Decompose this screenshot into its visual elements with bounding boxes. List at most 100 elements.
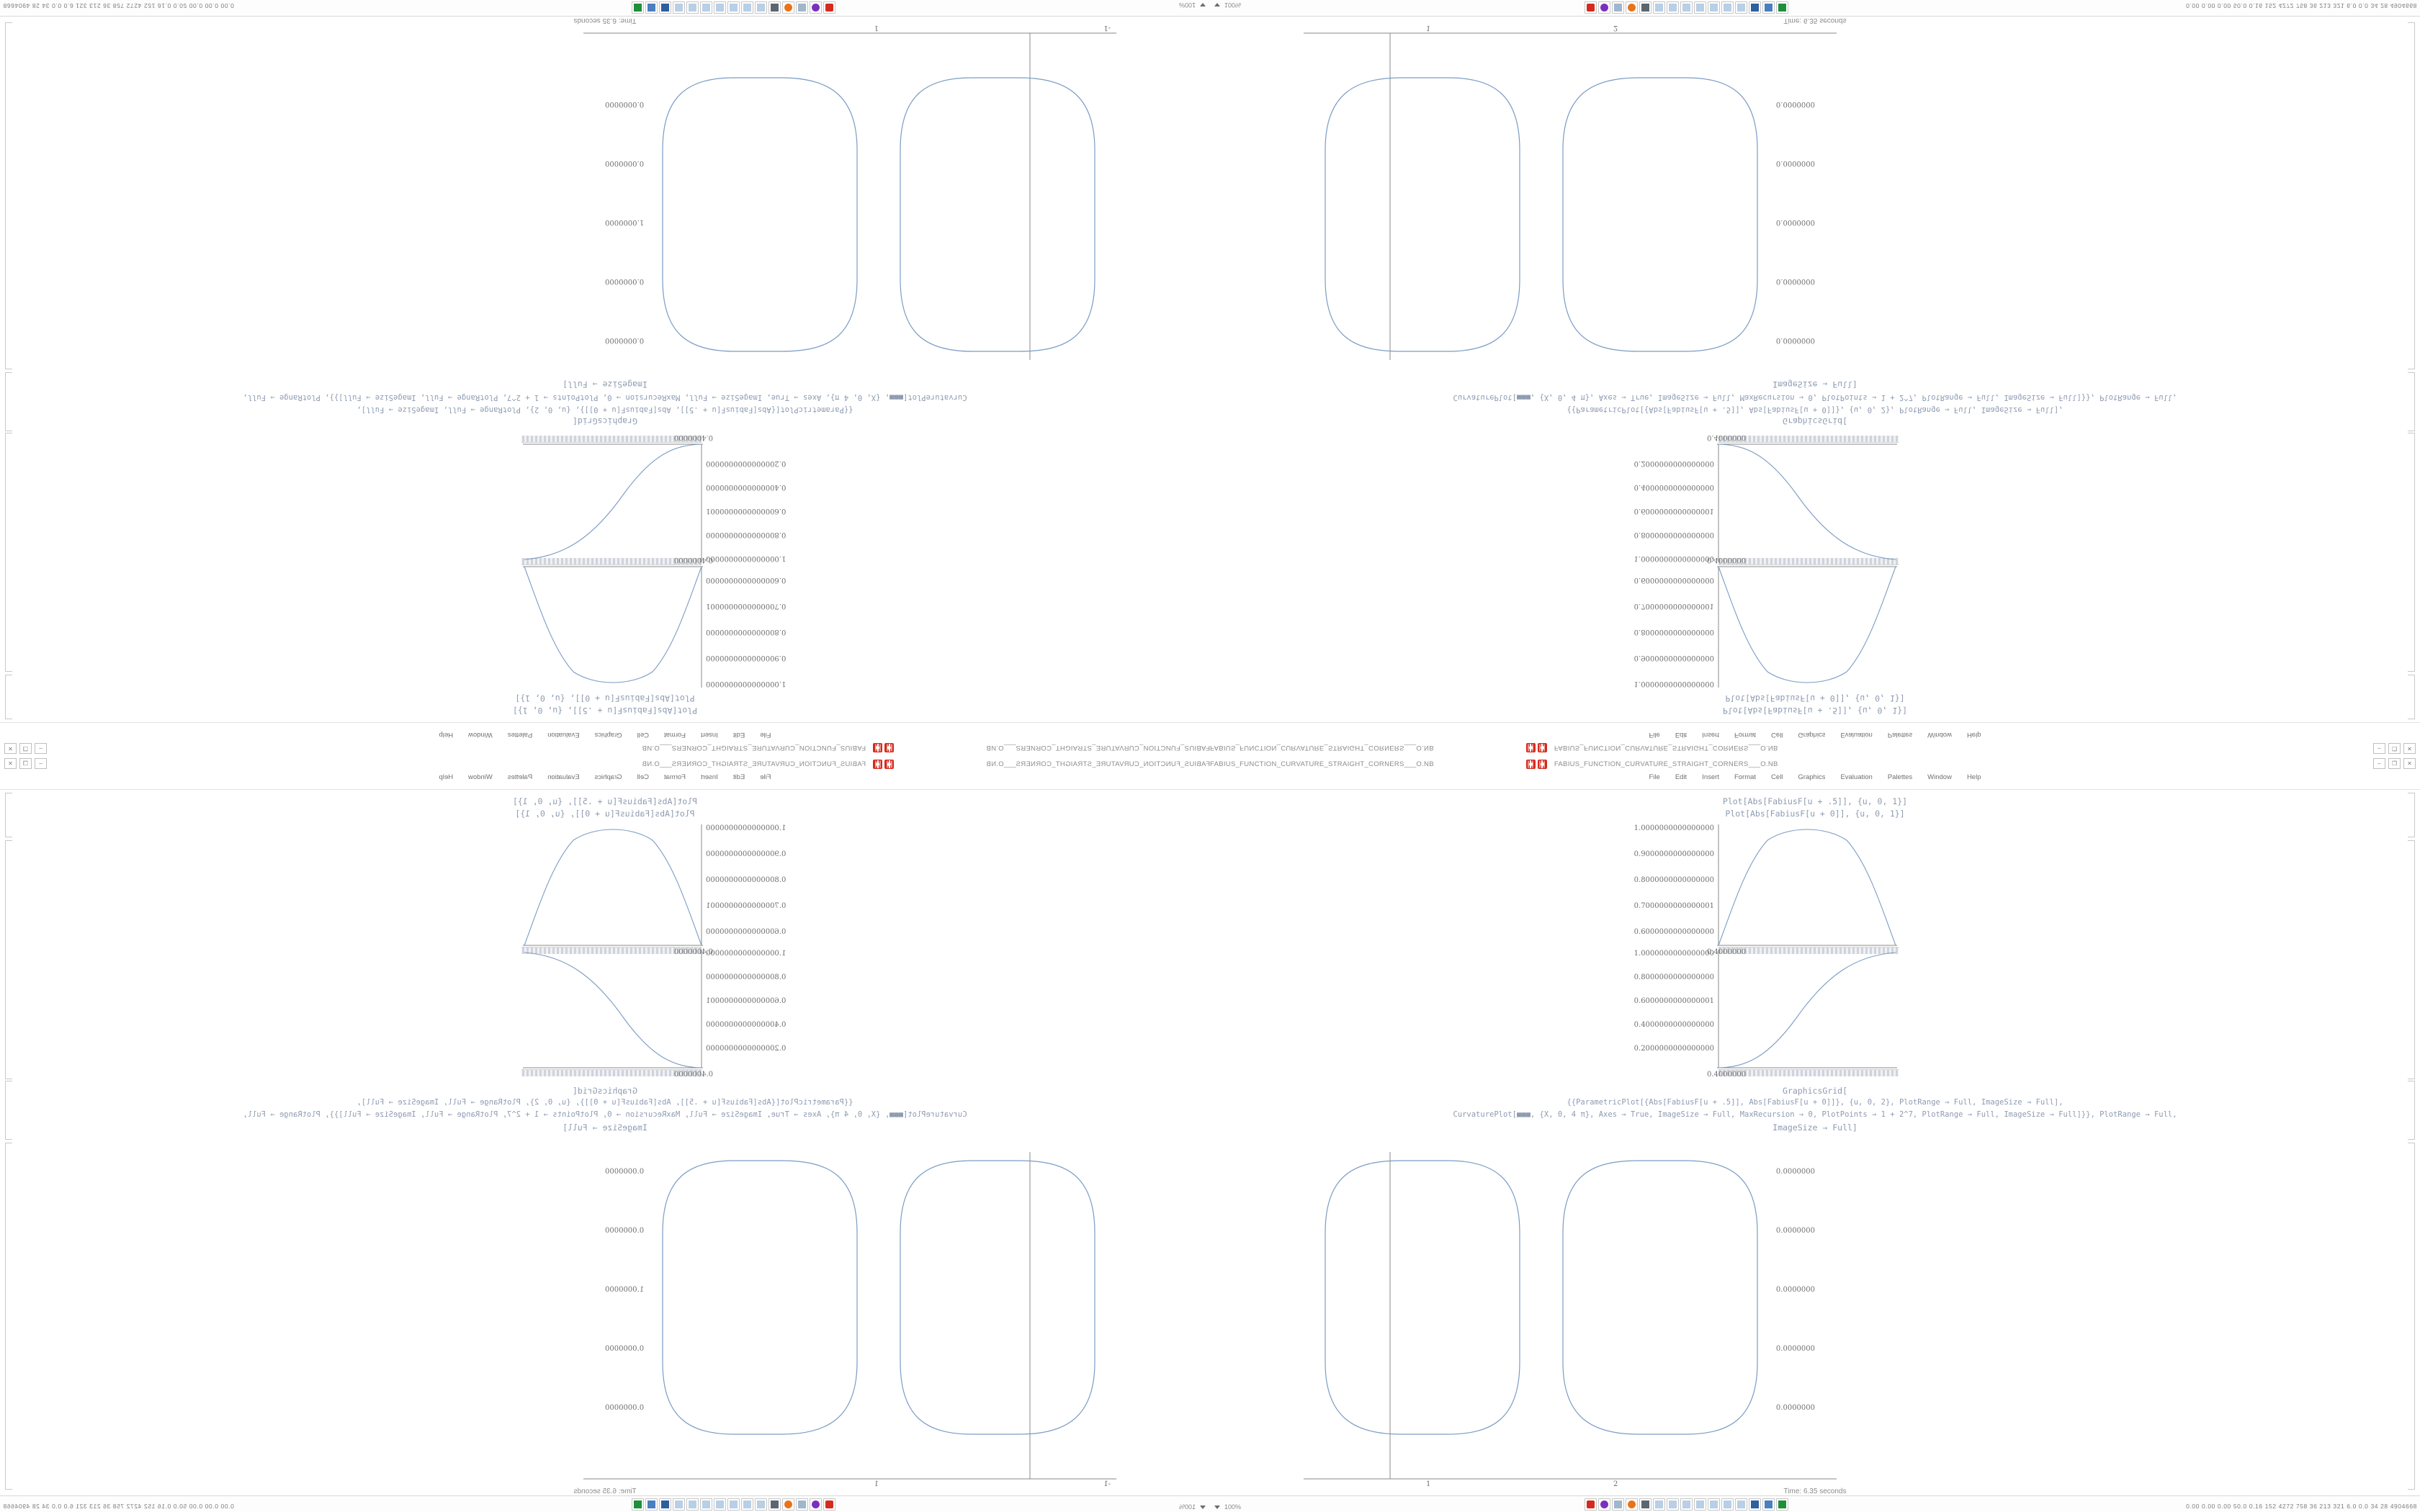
minimize-button[interactable]: – — [2373, 743, 2385, 754]
taskbar-item-firefox[interactable] — [782, 1498, 794, 1511]
chevron-down-icon[interactable] — [1214, 3, 1220, 7]
menu-insert[interactable]: Insert — [701, 773, 718, 781]
taskbar-item-print[interactable] — [1762, 1, 1775, 14]
menu-evaluation[interactable]: Evaluation — [1840, 773, 1873, 781]
menu-graphics[interactable]: Graphics — [1798, 731, 1826, 739]
taskbar-br[interactable]: 100% — [1210, 1495, 2420, 1512]
taskbar-items[interactable] — [632, 1498, 835, 1511]
menu-window[interactable]: Window — [1927, 731, 1952, 739]
titlebar-tl[interactable]: FABIUS_FUNCTION_CURVATURE_STRAIGHT_CORNE… — [0, 740, 1210, 756]
taskbar-item-firefox[interactable] — [782, 1, 794, 14]
system-tray[interactable]: 0.00 0.00 0.00 50.0 0.16 152 4272 758 36… — [2186, 2, 2417, 9]
plot-fabius-half[interactable]: 1.0000000000000000 0.9000000000000000 0.… — [497, 824, 786, 956]
plot-fabius-half[interactable]: 1.0000000000000000 0.9000000000000000 0.… — [1634, 556, 1923, 688]
taskbar-item-notebook-5[interactable] — [700, 1498, 712, 1511]
code-cell-plot-zero[interactable]: Plot[Abs[FabiusF[u + 0]], {u, 0, 1}] — [515, 693, 695, 703]
taskbar-item-firefox[interactable] — [1626, 1498, 1638, 1511]
chevron-down-icon[interactable] — [1214, 1505, 1220, 1509]
plot-fabius-half[interactable]: 1.0000000000000000 0.9000000000000000 0.… — [1634, 824, 1923, 956]
chevron-down-icon[interactable] — [1200, 1505, 1206, 1509]
menu-cell[interactable]: Cell — [637, 773, 649, 781]
curvature-plot-squircle[interactable]: 0.0000000 0.0000000 0.0000000 0.0000000 … — [1304, 24, 1837, 366]
mathematica-window-bl[interactable]: FABIUS_FUNCTION_CURVATURE_STRAIGHT_CORNE… — [0, 756, 1210, 1512]
zoom-control[interactable]: 100% — [1214, 1503, 1241, 1511]
menu-format[interactable]: Format — [1734, 773, 1757, 781]
mathematica-window-br[interactable]: FABIUS_FUNCTION_CURVATURE_STRAIGHT_CORNE… — [1210, 756, 2420, 1512]
cell-bracket[interactable] — [5, 840, 12, 1079]
close-button[interactable]: ✕ — [4, 743, 17, 754]
taskbar-item-print[interactable] — [645, 1, 658, 14]
taskbar-items[interactable] — [1585, 1, 1788, 14]
cell-bracket[interactable] — [5, 793, 12, 837]
code-graphicsgrid-l1[interactable]: {{ParametricPlot[{Abs[FabiusF[u + .5]], … — [357, 405, 853, 414]
taskbar-item-notebook-5[interactable] — [700, 1, 712, 14]
code-graphicsgrid-l0[interactable]: GraphicsGrid[ — [573, 1086, 638, 1096]
taskbar-item-notebook-2[interactable] — [1667, 1498, 1679, 1511]
taskbar-item-mathematica[interactable] — [823, 1498, 835, 1511]
code-graphicsgrid-l2[interactable]: CurvaturePlot[■■■, {X, 0, 4 π}, Axes → T… — [243, 393, 967, 402]
plot-fabius-zero[interactable]: 1.0000000000000000 0.8000000000000000 0.… — [497, 950, 786, 1079]
code-cell-plot-half[interactable]: Plot[Abs[FabiusF[u + .5]], {u, 0, 1}] — [512, 706, 698, 716]
taskbar-item-notebook-2[interactable] — [741, 1, 753, 14]
cell-bracket[interactable] — [5, 1081, 12, 1140]
taskbar-items[interactable] — [1585, 1498, 1788, 1511]
restore-button[interactable]: ❐ — [2388, 743, 2401, 754]
taskbar-item-terminal[interactable] — [1639, 1498, 1652, 1511]
taskbar-item-mathematica[interactable] — [823, 1, 835, 14]
menu-edit[interactable]: Edit — [732, 731, 745, 739]
menu-cell[interactable]: Cell — [637, 731, 649, 739]
taskbar-item-notebook-6[interactable] — [1721, 1498, 1734, 1511]
menu-help[interactable]: Help — [439, 773, 454, 781]
taskbar-item-save[interactable] — [1749, 1, 1761, 14]
taskbar-item-notebook-7[interactable] — [1735, 1498, 1747, 1511]
menu-cell[interactable]: Cell — [1771, 773, 1783, 781]
menu-help[interactable]: Help — [1966, 731, 1981, 739]
cell-bracket[interactable] — [2408, 1081, 2415, 1140]
cell-bracket[interactable] — [2408, 22, 2415, 369]
mathematica-window-tl[interactable]: FABIUS_FUNCTION_CURVATURE_STRAIGHT_CORNE… — [0, 0, 1210, 756]
taskbar-item-notebook-3[interactable] — [1680, 1, 1693, 14]
taskbar-item-notebook-7[interactable] — [673, 1, 685, 14]
menu-format[interactable]: Format — [663, 773, 686, 781]
restore-button[interactable]: ❐ — [19, 743, 32, 754]
taskbar-item-notes[interactable] — [796, 1498, 808, 1511]
menu-evaluation[interactable]: Evaluation — [547, 773, 580, 781]
taskbar-item-notebook-2[interactable] — [1667, 1, 1679, 14]
menu-insert[interactable]: Insert — [1702, 773, 1719, 781]
zoom-control[interactable]: 100% — [1179, 1503, 1206, 1511]
titlebar-br[interactable]: FABIUS_FUNCTION_CURVATURE_STRAIGHT_CORNE… — [1210, 756, 2420, 772]
taskbar-item-notebook-1[interactable] — [755, 1498, 767, 1511]
cell-bracket[interactable] — [2408, 372, 2415, 431]
menu-window[interactable]: Window — [468, 731, 493, 739]
code-cell-plot-zero[interactable]: Plot[Abs[FabiusF[u + 0]], {u, 0, 1}] — [1725, 809, 1905, 819]
taskbar-item-player[interactable] — [1776, 1498, 1788, 1511]
taskbar-item-browser[interactable] — [1598, 1498, 1610, 1511]
code-graphicsgrid-l2[interactable]: CurvaturePlot[■■■, {X, 0, 4 π}, Axes → T… — [1453, 393, 2177, 402]
menubar-tl[interactable]: File Edit Insert Format Cell Graphics Ev… — [0, 727, 1210, 739]
taskbar-item-print[interactable] — [1762, 1498, 1775, 1511]
taskbar-tl[interactable]: 100% — [0, 0, 1210, 17]
menu-format[interactable]: Format — [663, 731, 686, 739]
taskbar-tr[interactable]: 100% — [1210, 0, 2420, 17]
menu-palettes[interactable]: Palettes — [1887, 731, 1913, 739]
taskbar-item-notes[interactable] — [1612, 1498, 1624, 1511]
taskbar-item-firefox[interactable] — [1626, 1, 1638, 14]
notebook-body-bl[interactable]: Plot[Abs[FabiusF[u + .5]], {u, 0, 1}] Pl… — [0, 790, 1210, 1512]
taskbar-bl[interactable]: 100% — [0, 1495, 1210, 1512]
menu-graphics[interactable]: Graphics — [594, 773, 622, 781]
restore-button[interactable]: ❐ — [2388, 758, 2401, 769]
taskbar-item-browser[interactable] — [810, 1498, 822, 1511]
taskbar-item-notebook-4[interactable] — [1694, 1498, 1706, 1511]
code-cell-plot-half[interactable]: Plot[Abs[FabiusF[u + .5]], {u, 0, 1}] — [1722, 796, 1908, 806]
taskbar-item-notebook-4[interactable] — [1694, 1, 1706, 14]
taskbar-item-save[interactable] — [1749, 1498, 1761, 1511]
cell-bracket[interactable] — [5, 1143, 12, 1490]
chevron-down-icon[interactable] — [1200, 3, 1206, 7]
code-graphicsgrid-l0[interactable]: GraphicsGrid[ — [1782, 416, 1847, 426]
notebook-body-tr[interactable]: Plot[Abs[FabiusF[u + .5]], {u, 0, 1}] Pl… — [1210, 0, 2420, 722]
taskbar-item-browser[interactable] — [1598, 1, 1610, 14]
system-tray[interactable]: 0.00 0.00 0.00 50.0 0.16 152 4272 758 36… — [2186, 1503, 2417, 1510]
taskbar-item-print[interactable] — [645, 1498, 658, 1511]
cell-bracket[interactable] — [2408, 433, 2415, 672]
menu-file[interactable]: File — [760, 773, 771, 781]
